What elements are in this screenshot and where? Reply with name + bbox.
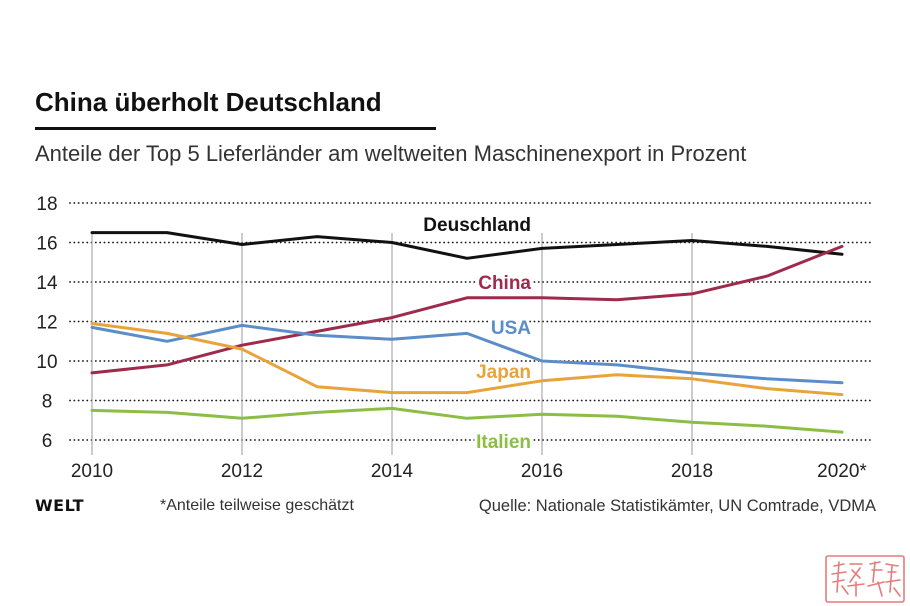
series-label-china: China	[478, 273, 531, 294]
y-tick-label: 8	[42, 392, 53, 413]
footnote: *Anteile teilweise geschätzt	[160, 497, 354, 514]
chart-title: China überholt Deutschland	[35, 87, 382, 117]
x-tick-label: 2020*	[817, 461, 867, 482]
welt-logo: WELT	[35, 496, 85, 515]
x-tick-label: 2012	[221, 461, 263, 482]
y-tick-label: 6	[42, 431, 53, 452]
year-guides	[91, 233, 693, 455]
series-label-italien: Italien	[476, 432, 531, 453]
x-tick-label: 2010	[71, 461, 113, 482]
x-tick-label: 2018	[671, 461, 713, 482]
series-label-usa: USA	[491, 318, 531, 339]
series-label-japan: Japan	[476, 362, 531, 383]
series-line-japan	[90, 322, 844, 397]
seal-stamp	[825, 555, 905, 603]
series-line-usa	[90, 323, 844, 385]
series-line-deuschland	[90, 231, 844, 260]
y-tick-label: 12	[36, 313, 57, 334]
y-tick-label: 14	[36, 273, 58, 294]
series-line-china	[90, 244, 844, 375]
title-underline	[35, 127, 436, 130]
series-lines	[90, 231, 844, 434]
axis-labels: 6 8 10 12 14 16 18 2010 2012 2014 2016 2018 2020*	[36, 194, 867, 482]
y-tick-label: 16	[36, 234, 57, 255]
gridlines	[69, 202, 871, 441]
chart-subtitle: Anteile der Top 5 Lieferländer am weltwe…	[35, 141, 747, 166]
y-tick-label: 18	[36, 194, 57, 215]
series-line-italien	[90, 406, 844, 434]
y-tick-label: 10	[36, 352, 57, 373]
series-label-deuschland: Deuschland	[423, 215, 531, 236]
x-tick-label: 2014	[371, 461, 414, 482]
x-tick-label: 2016	[521, 461, 563, 482]
series-labels: Deuschland China USA Japan Italien	[420, 212, 534, 456]
source-note: Quelle: Nationale Statistikämter, UN Com…	[478, 497, 876, 515]
